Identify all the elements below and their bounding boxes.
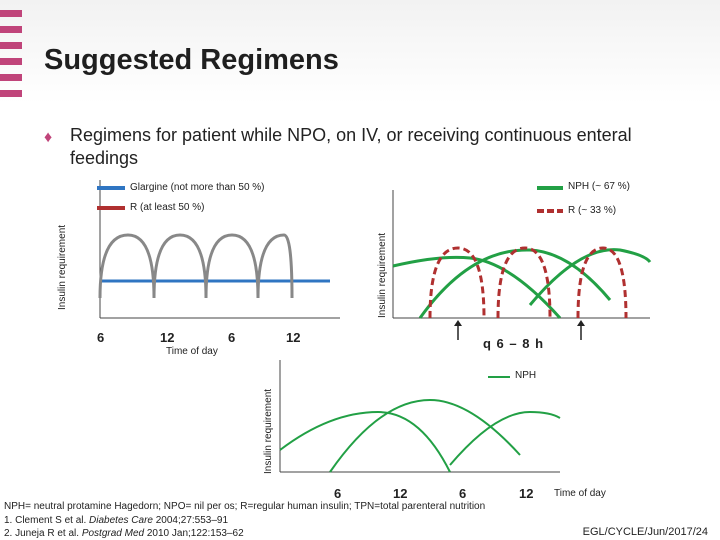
chart3-tick-3: 6 <box>459 486 467 501</box>
chart1-r-arc-3 <box>204 233 260 299</box>
footnote-reference-1: 1. Clement S et al. Diabetes Care 2004;2… <box>4 515 229 526</box>
chart3-legend-nph: NPH <box>515 370 537 381</box>
chart2-legend-r: R (~ 33 %) <box>568 205 617 216</box>
chart2-legend-nph: NPH (~ 67 %) <box>568 181 630 192</box>
chart1-legend-r-swatch <box>97 206 125 210</box>
slide-footer-code: EGL/CYCLE/Jun/2017/24 <box>582 526 708 538</box>
chart3-tick-1: 6 <box>334 486 342 501</box>
chart1-tick-3: 6 <box>228 330 236 345</box>
chart2-r-arc-2 <box>496 246 552 319</box>
chart1-tick-1: 6 <box>97 330 105 345</box>
chart2-interval-label: q 6 – 8 h <box>483 336 545 351</box>
chart3-nph-arc-2 <box>329 398 521 473</box>
chart1-xlabel: Time of day <box>166 346 218 357</box>
chart1-tick-4: 12 <box>286 330 301 345</box>
chart2-legend-r-swatch <box>537 209 563 213</box>
chart3-ylabel: Insulin requirement <box>263 388 274 474</box>
chart3-tick-2: 12 <box>393 486 408 501</box>
chart3-nph-arc-1 <box>279 410 451 473</box>
chart2-r-arc-1 <box>428 246 486 319</box>
chart2-nph-arc-1 <box>392 255 562 319</box>
bullet-diamond-icon: ♦ <box>44 129 53 146</box>
slide-title: Suggested Regimens <box>44 44 339 76</box>
footnote-reference-2: 2. Juneja R et al. Postgrad Med 2010 Jan… <box>4 528 244 539</box>
chart1-ylabel: Insulin requirement <box>57 224 68 310</box>
chart2-legend-nph-swatch <box>537 186 563 190</box>
chart3-tick-4: 12 <box>519 486 534 501</box>
chart2-axes <box>392 190 650 319</box>
chart2-nph-arc-3 <box>528 248 652 306</box>
chart2-arrow-1 <box>454 320 462 340</box>
chart1-r-arc-4 <box>256 233 294 299</box>
chart3-legend-nph-swatch <box>488 376 510 378</box>
chart3-nph-arc-3 <box>449 410 561 466</box>
footnote-abbreviations: NPH= neutral protamine Hagedorn; NPO= ni… <box>4 501 486 512</box>
chart1-legend-glargine: Glargine (not more than 50 %) <box>130 182 265 193</box>
chart1-tick-2: 12 <box>160 330 175 345</box>
chart1-legend-r: R (at least 50 %) <box>130 202 205 213</box>
bullet-text: Regimens for patient while NPO, on IV, o… <box>70 125 632 168</box>
chart1-r-arc-1 <box>98 233 156 299</box>
chart3-xlabel: Time of day <box>554 488 606 499</box>
chart1-axes <box>99 180 340 319</box>
decorative-sidebar-bars <box>0 0 22 110</box>
chart1-r-arc-2 <box>152 233 208 299</box>
chart2-r-arc-3 <box>576 246 628 319</box>
chart2-ylabel: Insulin requirement <box>377 232 388 318</box>
header-band <box>0 0 720 104</box>
chart3-axes <box>279 360 560 473</box>
chart2-arrow-2 <box>577 320 585 340</box>
chart1-legend-glargine-swatch <box>97 186 125 190</box>
